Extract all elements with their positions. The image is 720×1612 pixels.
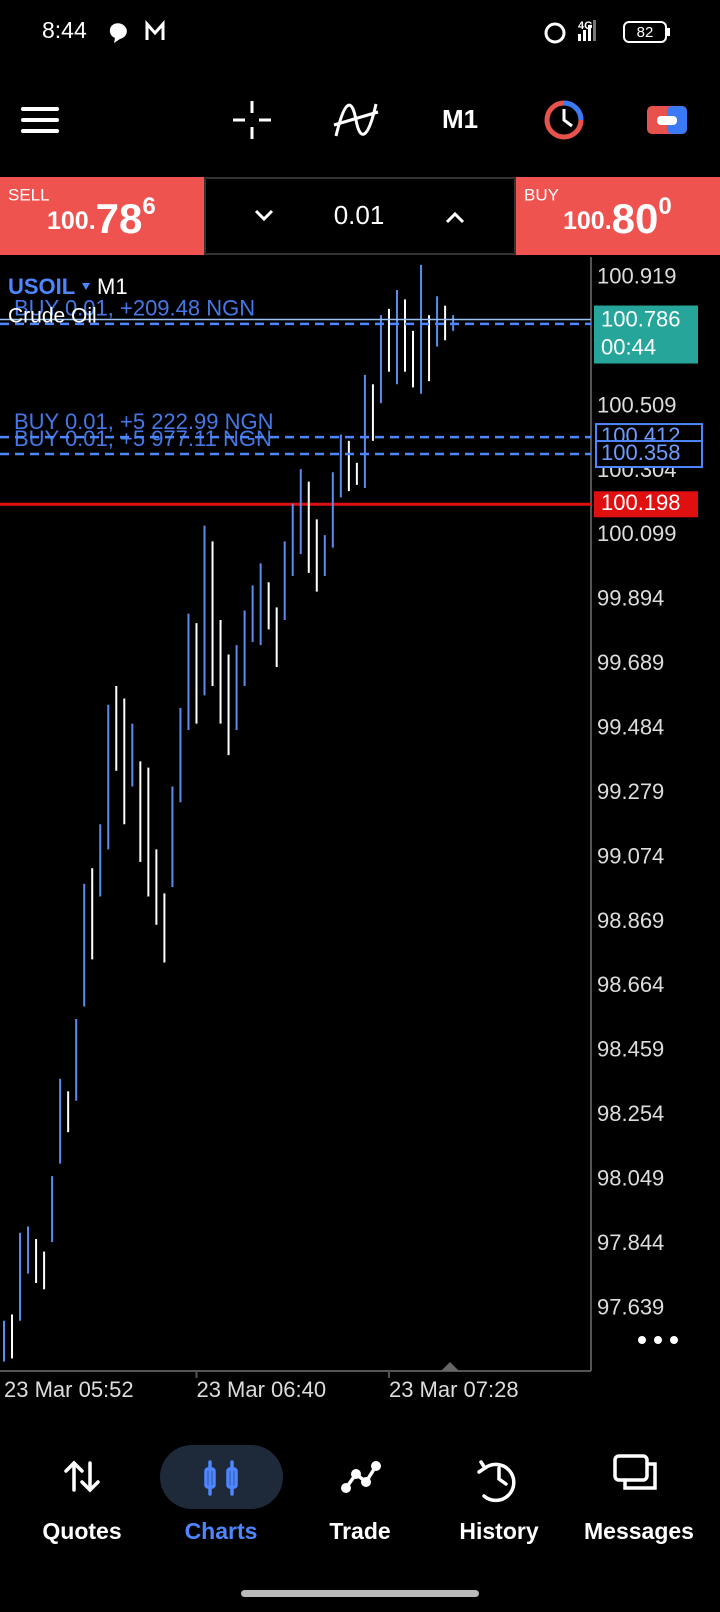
- sell-label: SELL: [8, 185, 50, 204]
- level-price-box: [594, 491, 698, 518]
- nav-label[interactable]: Messages: [584, 1518, 694, 1544]
- position-price: 100.358: [601, 440, 681, 465]
- position-label[interactable]: BUY 0.01, +209.48 NGN: [14, 296, 255, 321]
- position-label[interactable]: BUY 0.01, +5 222.99 NGN: [14, 409, 273, 434]
- buy-button[interactable]: [516, 177, 720, 255]
- bid-price-box: [594, 305, 698, 364]
- nav-label[interactable]: Charts: [185, 1518, 258, 1544]
- y-tick-label: 98.459: [597, 1037, 664, 1062]
- status-signal: [578, 20, 596, 41]
- y-tick-label: 97.844: [597, 1230, 664, 1255]
- chart-timeframe: M1: [97, 274, 128, 299]
- level-price: 100.198: [601, 490, 681, 515]
- battery-level: 82: [637, 24, 654, 41]
- status-mail-icon: [145, 20, 165, 40]
- y-tick-label: 100.919: [597, 264, 677, 289]
- y-tick-label: 100.509: [597, 392, 677, 417]
- buy-price-sup: 0: [658, 193, 671, 220]
- bid-price: 100.786: [601, 306, 681, 331]
- nav-label[interactable]: Trade: [329, 1518, 390, 1544]
- sell-price: 100.786: [47, 193, 156, 242]
- bottom-nav: Quotes Charts Trade History Messages: [42, 1518, 694, 1544]
- volume-value[interactable]: 0.01: [334, 200, 385, 230]
- chart-symbol[interactable]: USOIL: [8, 274, 75, 299]
- crosshair-button[interactable]: [233, 101, 271, 139]
- one-click-trading-button[interactable]: [647, 106, 687, 134]
- volume-increase[interactable]: [445, 211, 465, 224]
- y-tick-label: 98.664: [597, 972, 664, 997]
- messages-icon[interactable]: [613, 1454, 657, 1490]
- y-tick-label: 99.074: [597, 843, 664, 868]
- status-alarm-icon: [544, 22, 566, 44]
- x-tick-label: 23 Mar 06:40: [196, 1377, 326, 1402]
- home-indicator[interactable]: [241, 1590, 479, 1597]
- y-tick-label: 98.869: [597, 908, 664, 933]
- menu-button[interactable]: [21, 107, 59, 133]
- volume-decrease[interactable]: [254, 209, 274, 222]
- y-tick-label: 98.049: [597, 1165, 664, 1190]
- battery-tip: [667, 28, 670, 36]
- nav-label[interactable]: Quotes: [42, 1518, 121, 1544]
- volume-control: [204, 177, 516, 255]
- nav-icons: [64, 1454, 657, 1503]
- y-tick-label: 99.279: [597, 779, 664, 804]
- timeframe-button[interactable]: M1: [442, 104, 478, 134]
- quotes-icon[interactable]: [64, 1460, 100, 1493]
- battery-outline: [623, 21, 667, 43]
- y-tick-label: 99.894: [597, 586, 664, 611]
- bar-countdown: 00:44: [601, 334, 656, 359]
- symbol-dropdown[interactable]: [82, 283, 90, 290]
- charts-icon[interactable]: [204, 1460, 238, 1496]
- sell-price-main: 78: [96, 195, 143, 242]
- indicators-button[interactable]: [333, 103, 379, 137]
- chart: 100.919100.509100.304100.09999.89499.689…: [0, 264, 703, 1402]
- nav-active-pill: [160, 1445, 283, 1509]
- sell-price-prefix: 100.: [47, 207, 96, 235]
- position-price-box: [595, 440, 703, 469]
- chart-shift-marker[interactable]: [441, 1362, 459, 1371]
- trade-clock-button[interactable]: [544, 100, 584, 140]
- history-icon[interactable]: [477, 1460, 516, 1503]
- buy-price-prefix: 100.: [563, 207, 612, 235]
- status-time: 8:44: [42, 17, 87, 43]
- y-tick-label: 99.689: [597, 650, 664, 675]
- x-tick-label: 23 Mar 07:28: [389, 1377, 519, 1402]
- y-tick-label: 97.639: [597, 1294, 664, 1319]
- sell-button[interactable]: [0, 177, 204, 255]
- trade-icon[interactable]: [341, 1461, 381, 1493]
- nav-label[interactable]: History: [459, 1518, 538, 1544]
- chart-description: Crude Oil: [8, 305, 97, 328]
- y-tick-label: 98.254: [597, 1101, 664, 1126]
- position-label[interactable]: BUY 0.01, +5 977.11 NGN: [14, 426, 272, 451]
- buy-label: BUY: [524, 185, 559, 204]
- y-tick-label: 99.484: [597, 714, 664, 739]
- x-tick-label: 23 Mar 05:52: [4, 1377, 134, 1402]
- status-chat-icon: [109, 23, 127, 43]
- more-button[interactable]: [638, 1336, 678, 1344]
- buy-price: 100.800: [563, 193, 672, 242]
- buy-price-main: 80: [612, 195, 659, 242]
- sell-price-sup: 6: [142, 193, 155, 220]
- y-tick-label: 100.099: [597, 521, 677, 546]
